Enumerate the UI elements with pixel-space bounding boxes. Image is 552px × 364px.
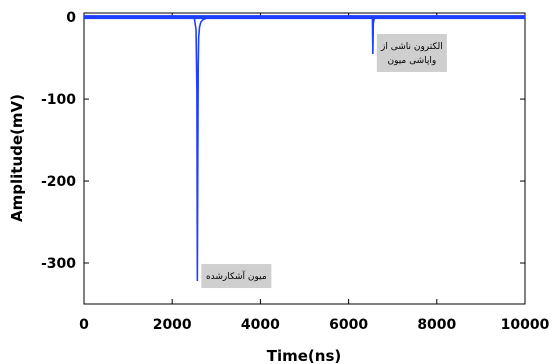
y-tick-label: -200 [41,174,76,190]
x-tick-label: 4000 [241,317,280,333]
annotation: الکترون ناشی از واپاشی میون [376,33,447,72]
annotation-box [201,264,272,289]
x-tick-label: 10000 [501,317,550,333]
annotation-text: میون آشکارشده [206,270,267,282]
y-tick-label: -100 [41,92,76,108]
plot-area [83,12,526,305]
y-tick-label: 0 [66,10,76,26]
x-tick-label: 2000 [153,317,192,333]
annotation: میون آشکارشده [201,264,272,289]
x-tick-label: 8000 [417,317,456,333]
x-tick-label: 0 [79,317,89,333]
annotation-text: الکترون ناشی از [380,42,443,52]
x-axis-title: Time(ns) [267,347,342,364]
x-axis: 0 2000 4000 6000 8000 10000 [79,13,550,333]
y-axis-title: Amplitude(mV) [8,94,26,222]
y-tick-label: -300 [41,256,76,272]
series-group [84,15,525,282]
annotation-text: واپاشی میون [387,56,436,66]
y-axis: 0 -100 -200 -300 [41,10,525,272]
series-line [84,16,525,282]
annotations: الکترون ناشی از واپاشی میون میون آشکارشده [201,33,447,289]
annotation-box [376,33,447,72]
x-tick-label: 6000 [329,317,368,333]
